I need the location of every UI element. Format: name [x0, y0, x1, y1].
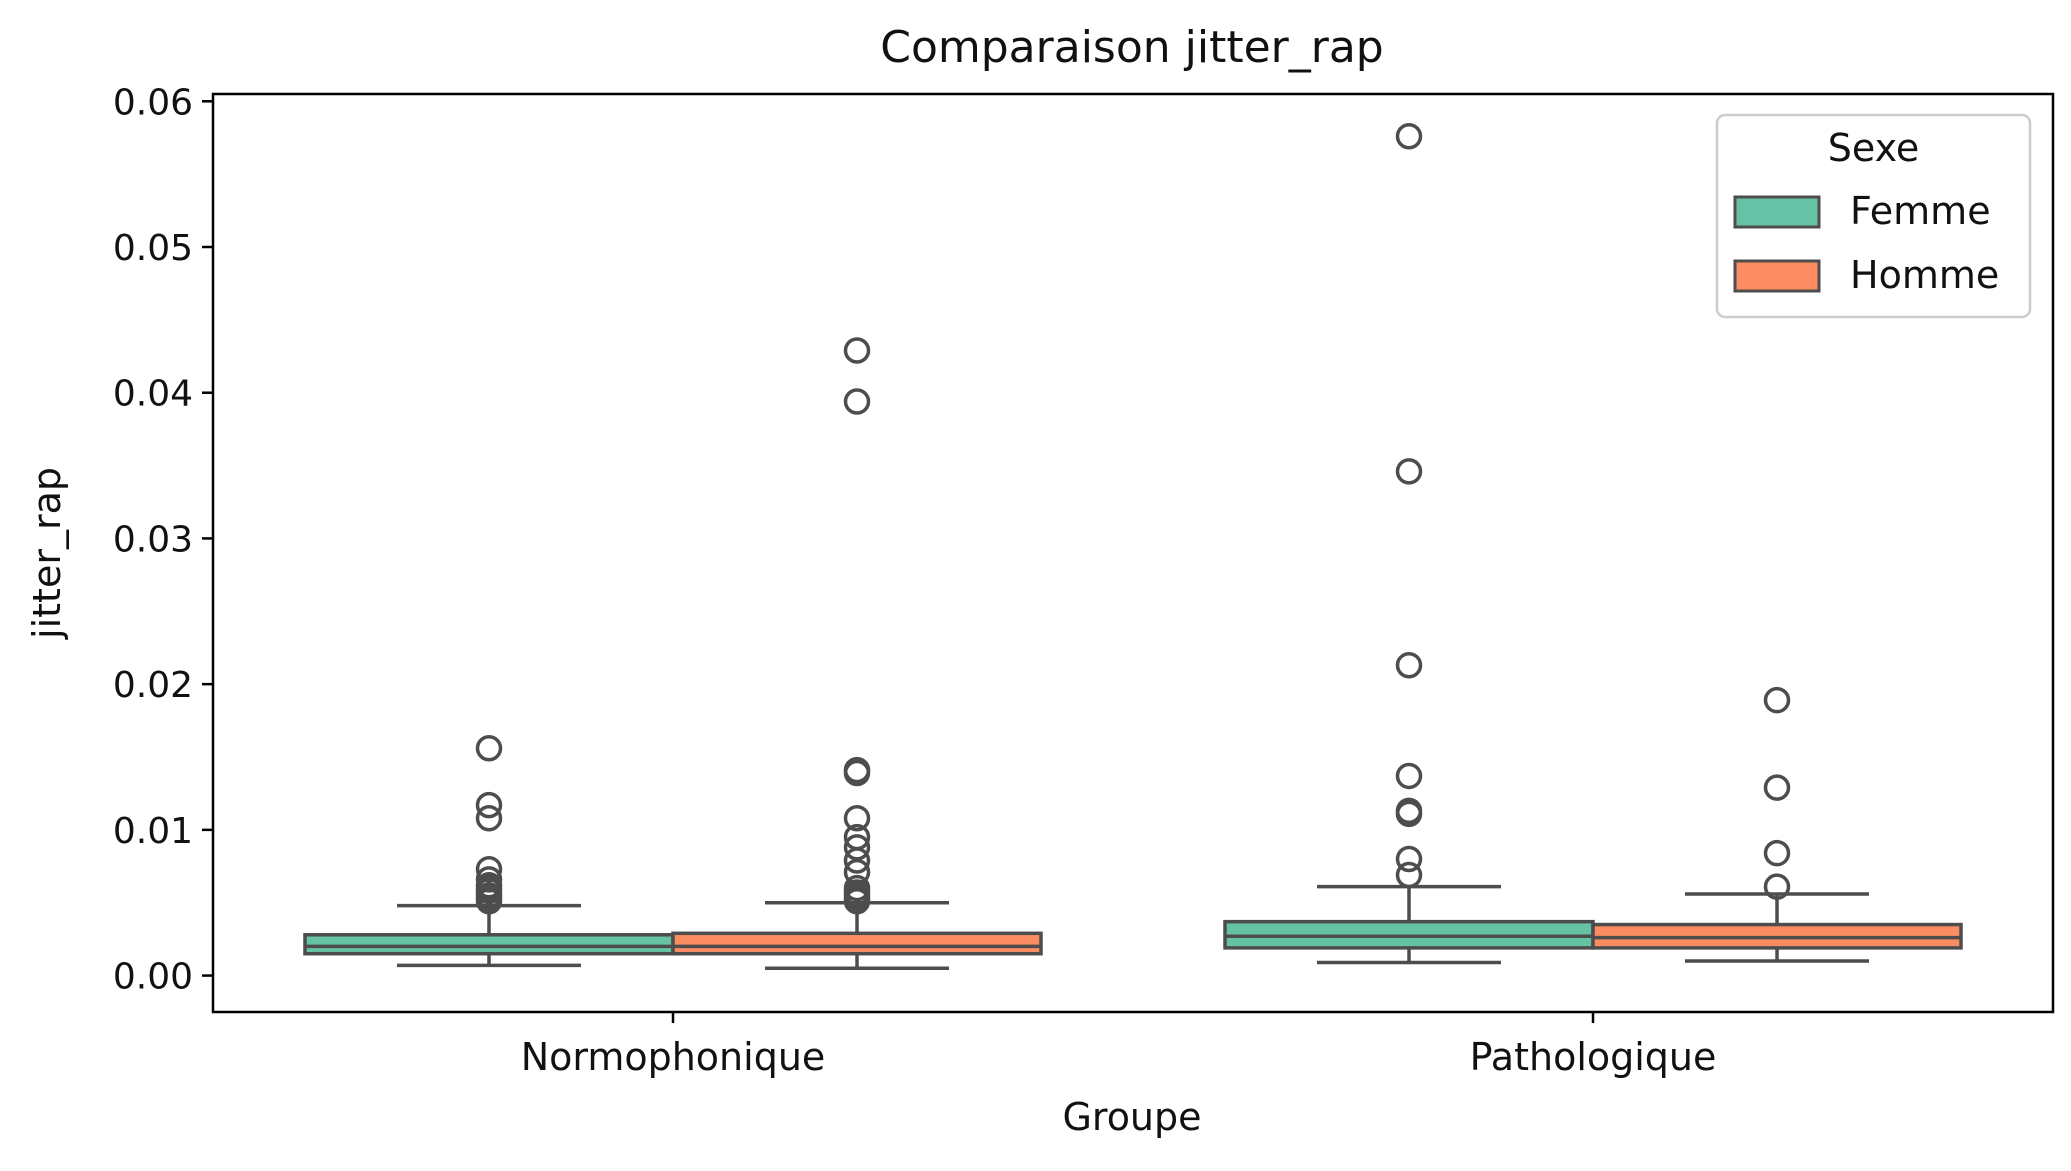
box-homme-pathologique [1591, 686, 1963, 963]
y-tick-label: 0.04 [113, 374, 193, 415]
box-iqr [303, 933, 675, 956]
legend-title: Sexe [1828, 126, 1920, 170]
outlier-point [843, 756, 871, 784]
y-axis-label: jitter_rap [25, 467, 69, 640]
plot-frame [211, 92, 2055, 1014]
outlier-point [1395, 651, 1423, 679]
outlier-point [1395, 861, 1423, 889]
outlier-point [475, 791, 503, 819]
outlier-point [1395, 123, 1423, 150]
axes-layer: 0.00 0.01 0.02 0.03 0.04 0.05 0.06 Normophoniqu… [113, 82, 2055, 1079]
y-tick-label: 0.05 [113, 228, 193, 269]
outlier-point [1395, 845, 1423, 873]
boxes-layer [303, 123, 1963, 971]
legend: Sexe Femme Homme [1715, 113, 2032, 319]
chart-title: Comparaison jitter_rap [880, 22, 1384, 73]
outlier-point [843, 823, 871, 851]
y-tick-label: 0.06 [113, 82, 193, 123]
y-tick-label: 0.01 [113, 811, 193, 852]
outlier-point [843, 874, 871, 902]
outlier-point [1395, 458, 1423, 485]
outlier-point [843, 388, 871, 415]
outlier-point [843, 804, 871, 832]
outlier-point [843, 858, 871, 886]
x-tick-label: Pathologique [1470, 1035, 1717, 1079]
legend-label-homme: Homme [1850, 253, 1999, 297]
outlier-point [1763, 873, 1791, 900]
box-homme-normophonique [671, 337, 1043, 971]
y-tick-label: 0.02 [113, 665, 193, 706]
x-tick-label: Normophonique [521, 1035, 826, 1079]
outlier-point [1763, 839, 1791, 867]
outlier-point [1763, 686, 1791, 714]
outlier-point [843, 337, 871, 364]
outlier-point [843, 834, 871, 861]
legend-label-femme: Femme [1850, 189, 1991, 233]
x-axis-label: Groupe [1062, 1095, 1201, 1139]
y-tick-label: 0.00 [113, 957, 193, 998]
outlier-point [475, 804, 503, 832]
outlier-point [1763, 774, 1791, 801]
y-tick-label: 0.03 [113, 519, 193, 560]
box-iqr [671, 931, 1043, 956]
outlier-point [1395, 797, 1423, 825]
outlier-point [475, 735, 503, 762]
outlier-point [475, 855, 503, 883]
legend-swatch-femme [1733, 195, 1821, 229]
legend-swatch-homme [1733, 259, 1821, 293]
outlier-point [1395, 762, 1423, 790]
outlier-point [475, 866, 503, 893]
box-femme-pathologique [1223, 123, 1595, 965]
box-femme-normophonique [303, 735, 675, 968]
